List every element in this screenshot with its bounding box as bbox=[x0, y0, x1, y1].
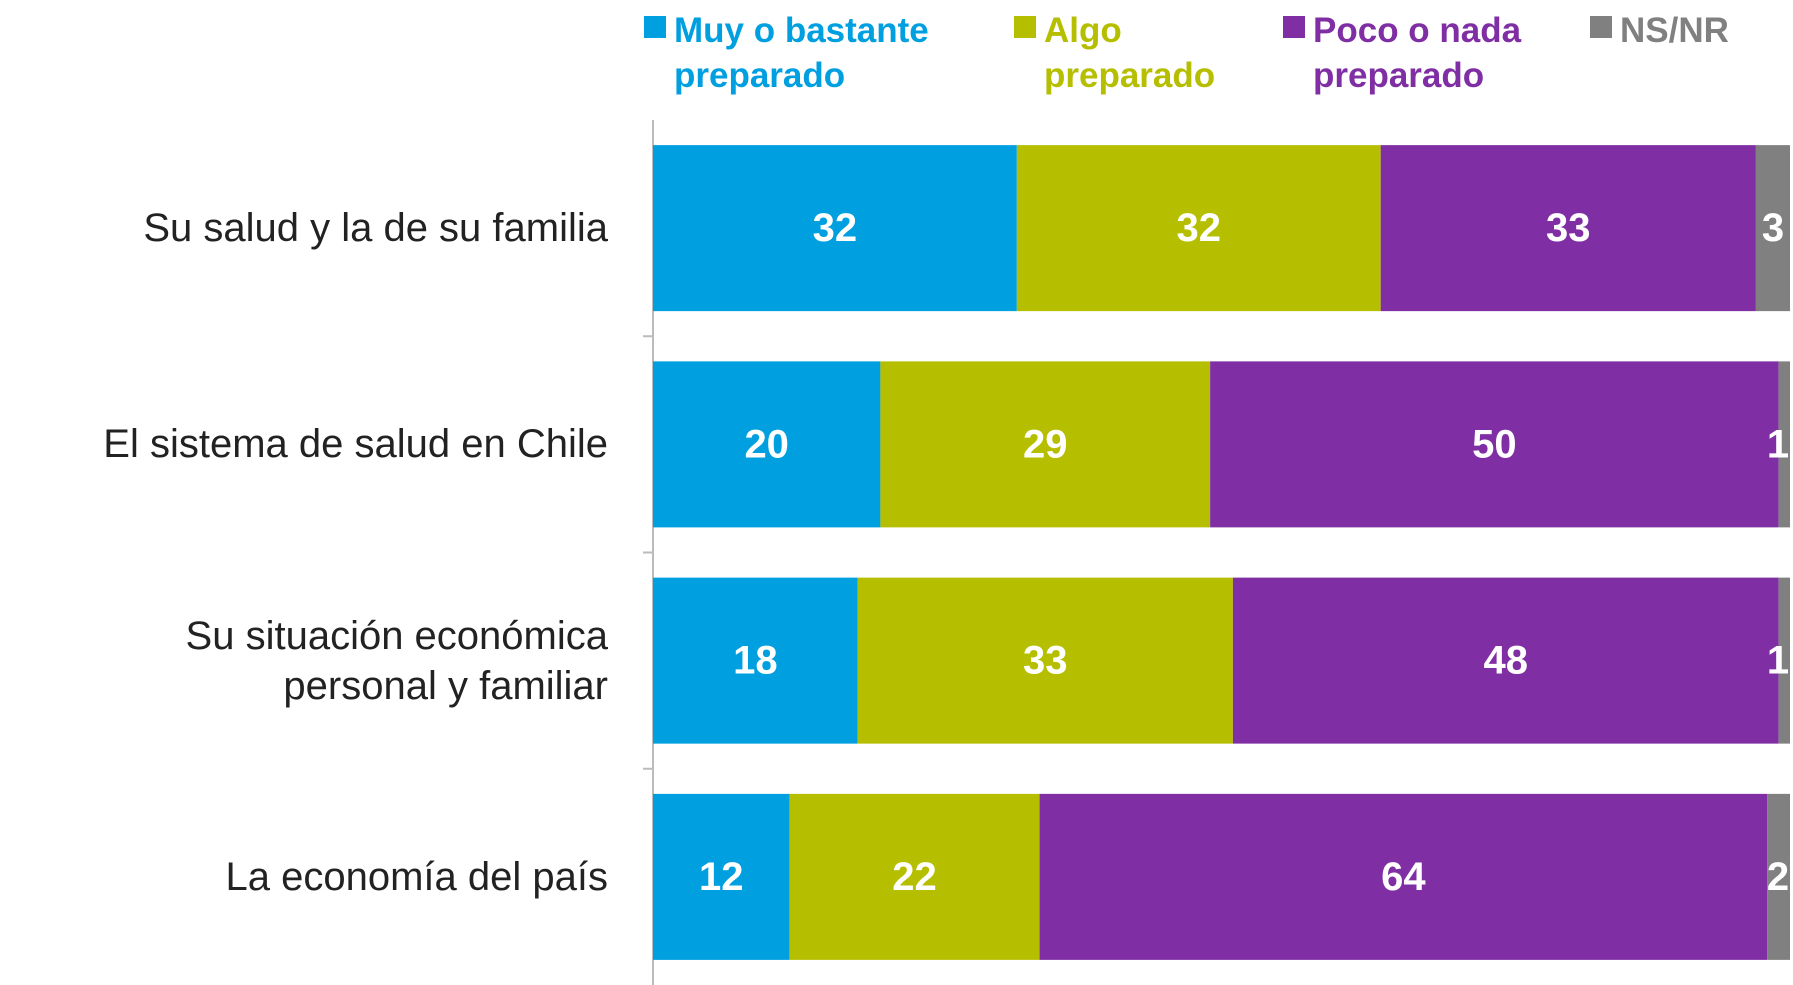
bar-segment bbox=[653, 577, 858, 744]
category-label: Su situación económica personal y famili… bbox=[185, 613, 608, 708]
legend-label: Muy o bastante preparado bbox=[674, 11, 929, 95]
category-label: El sistema de salud en Chile bbox=[103, 422, 608, 467]
value-label: 33 bbox=[1023, 639, 1068, 683]
legend-label: Poco o nada preparado bbox=[1313, 11, 1522, 95]
legend-swatch bbox=[1590, 16, 1612, 38]
legend-label: Algo preparado bbox=[1044, 11, 1216, 95]
bar-segment bbox=[1039, 793, 1768, 960]
bar-segment bbox=[1778, 577, 1790, 744]
value-label: 32 bbox=[1177, 206, 1222, 250]
bar-segment bbox=[1380, 145, 1756, 312]
value-label: 29 bbox=[1023, 422, 1068, 466]
legend-swatch bbox=[644, 16, 666, 38]
legend-swatch bbox=[1014, 16, 1036, 38]
legend-swatch bbox=[1283, 16, 1305, 38]
value-label: 22 bbox=[892, 855, 937, 899]
value-label: 12 bbox=[699, 855, 744, 899]
category-label: Su salud y la de su familia bbox=[143, 206, 608, 251]
value-label: 64 bbox=[1381, 855, 1426, 899]
value-label: 50 bbox=[1472, 422, 1517, 466]
bar-segment bbox=[653, 361, 881, 528]
bar-segment bbox=[857, 577, 1233, 744]
value-label: 20 bbox=[744, 422, 789, 466]
value-label: 1 bbox=[1767, 639, 1789, 683]
value-label: 33 bbox=[1546, 206, 1591, 250]
bar-segment bbox=[880, 361, 1211, 528]
value-label: 48 bbox=[1484, 639, 1529, 683]
bar-segment bbox=[1210, 361, 1779, 528]
value-label: 32 bbox=[813, 206, 858, 250]
bar-segment bbox=[1232, 577, 1779, 744]
bar-segment bbox=[653, 793, 790, 960]
value-label: 3 bbox=[1762, 206, 1784, 250]
bar-segment bbox=[1767, 793, 1790, 960]
value-label: 1 bbox=[1767, 422, 1789, 466]
bar-segment bbox=[1016, 145, 1381, 312]
bar-segment bbox=[1778, 361, 1790, 528]
value-label: 2 bbox=[1767, 855, 1789, 899]
category-label: La economía del país bbox=[225, 854, 608, 899]
legend-label: NS/NR bbox=[1620, 11, 1729, 50]
bar-segment bbox=[653, 145, 1017, 312]
bar-segment bbox=[1755, 145, 1790, 312]
value-label: 18 bbox=[733, 639, 778, 683]
bar-segment bbox=[789, 793, 1040, 960]
